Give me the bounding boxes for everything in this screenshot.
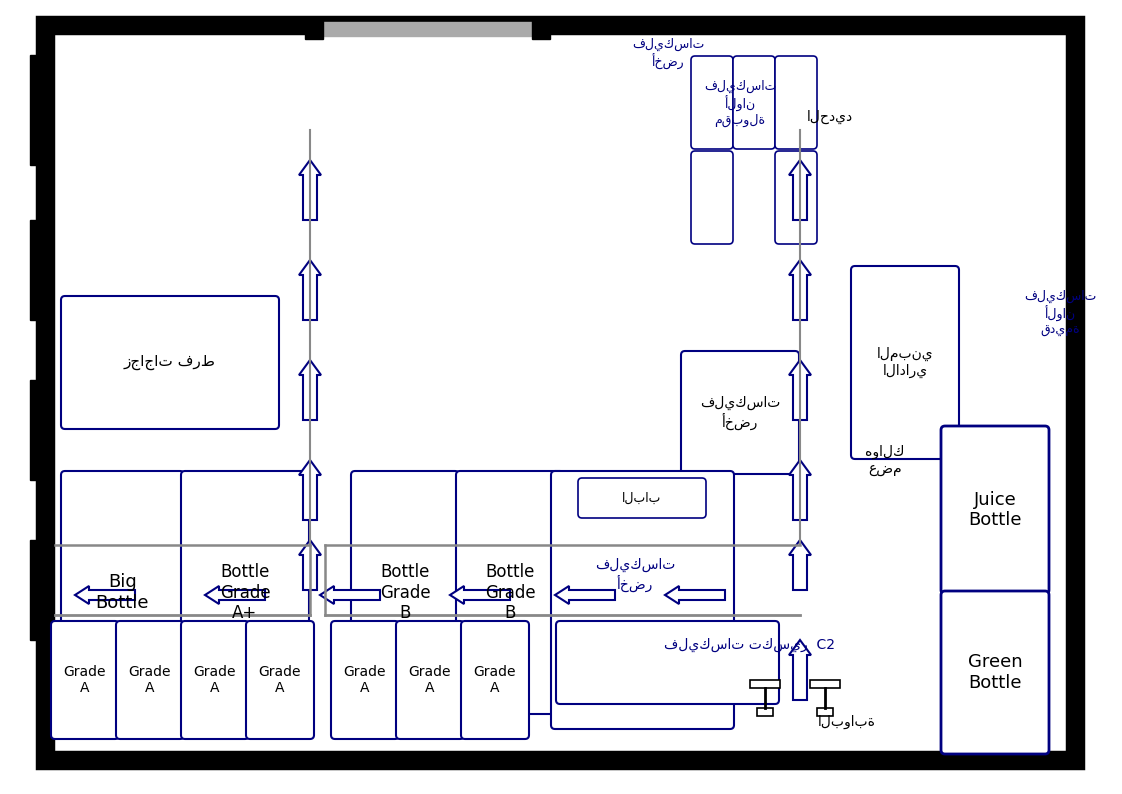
FancyBboxPatch shape <box>733 56 775 149</box>
Polygon shape <box>555 586 615 604</box>
Text: Bottle
Grade
B: Bottle Grade B <box>379 563 431 622</box>
FancyBboxPatch shape <box>551 471 734 729</box>
Text: فليكسات
أخضر: فليكسات أخضر <box>632 38 705 70</box>
Text: Grade
A: Grade A <box>343 665 386 695</box>
Polygon shape <box>665 586 725 604</box>
Text: Grade
A: Grade A <box>129 665 172 695</box>
Bar <box>305 19 323 39</box>
Polygon shape <box>298 360 321 420</box>
Polygon shape <box>789 460 811 520</box>
Polygon shape <box>789 360 811 420</box>
Bar <box>30 540 45 640</box>
Bar <box>30 220 45 320</box>
Polygon shape <box>789 260 811 320</box>
Text: الباب: الباب <box>623 491 662 504</box>
FancyBboxPatch shape <box>461 621 528 739</box>
Polygon shape <box>298 260 321 320</box>
FancyBboxPatch shape <box>691 151 733 244</box>
Text: زجاجات فرط: زجاجات فرط <box>125 355 215 370</box>
Text: فليكسات
ألوان
مقبولة: فليكسات ألوان مقبولة <box>703 80 776 127</box>
Text: فليكسات تكسير  C2: فليكسات تكسير C2 <box>664 638 836 652</box>
Text: هوالك
عضم: هوالك عضم <box>865 445 904 476</box>
FancyBboxPatch shape <box>681 351 799 474</box>
FancyBboxPatch shape <box>578 478 706 518</box>
Polygon shape <box>205 586 265 604</box>
Polygon shape <box>75 586 135 604</box>
FancyBboxPatch shape <box>941 426 1049 594</box>
Text: Juice
Bottle: Juice Bottle <box>968 491 1022 530</box>
Polygon shape <box>298 540 321 590</box>
FancyBboxPatch shape <box>941 591 1049 754</box>
Text: Grade
A: Grade A <box>64 665 107 695</box>
Polygon shape <box>298 160 321 220</box>
Polygon shape <box>320 586 380 604</box>
Text: Grade
A: Grade A <box>259 665 301 695</box>
FancyBboxPatch shape <box>351 471 459 714</box>
Text: المبني
الاداري: المبني الاداري <box>876 347 934 378</box>
Bar <box>310 22 545 36</box>
Text: Grade
A: Grade A <box>194 665 237 695</box>
FancyBboxPatch shape <box>246 621 314 739</box>
Text: Grade
A: Grade A <box>473 665 516 695</box>
FancyBboxPatch shape <box>61 296 279 429</box>
FancyBboxPatch shape <box>775 151 817 244</box>
Bar <box>749 680 780 688</box>
Text: البوابة: البوابة <box>818 715 876 729</box>
FancyBboxPatch shape <box>331 621 399 739</box>
Polygon shape <box>789 160 811 220</box>
Polygon shape <box>789 640 811 700</box>
FancyBboxPatch shape <box>456 471 564 714</box>
FancyBboxPatch shape <box>691 56 733 149</box>
Text: فليكسات
أخضر: فليكسات أخضر <box>700 395 780 430</box>
Text: Big
Bottle: Big Bottle <box>95 573 149 612</box>
FancyBboxPatch shape <box>181 621 249 739</box>
Text: Bottle
Grade
B: Bottle Grade B <box>485 563 535 622</box>
FancyBboxPatch shape <box>557 621 779 704</box>
Text: Bottle
Grade
A+: Bottle Grade A+ <box>220 563 270 622</box>
FancyBboxPatch shape <box>850 266 959 459</box>
FancyBboxPatch shape <box>50 621 119 739</box>
FancyBboxPatch shape <box>775 56 817 149</box>
Text: Grade
A: Grade A <box>408 665 451 695</box>
FancyBboxPatch shape <box>61 471 184 714</box>
Bar <box>810 680 840 688</box>
FancyBboxPatch shape <box>181 471 309 714</box>
Text: فليكسات
أخضر: فليكسات أخضر <box>595 558 675 592</box>
Polygon shape <box>789 540 811 590</box>
Bar <box>817 708 833 716</box>
Text: الحديد: الحديد <box>807 110 853 124</box>
Bar <box>532 19 550 39</box>
Bar <box>30 380 45 480</box>
Bar <box>757 708 773 716</box>
Text: فليكسات
ألوان
قديمة: فليكسات ألوان قديمة <box>1023 290 1096 337</box>
Bar <box>30 55 45 165</box>
Polygon shape <box>450 586 511 604</box>
FancyBboxPatch shape <box>116 621 184 739</box>
Polygon shape <box>298 460 321 520</box>
Text: Green
Bottle: Green Bottle <box>967 653 1022 692</box>
FancyBboxPatch shape <box>396 621 465 739</box>
